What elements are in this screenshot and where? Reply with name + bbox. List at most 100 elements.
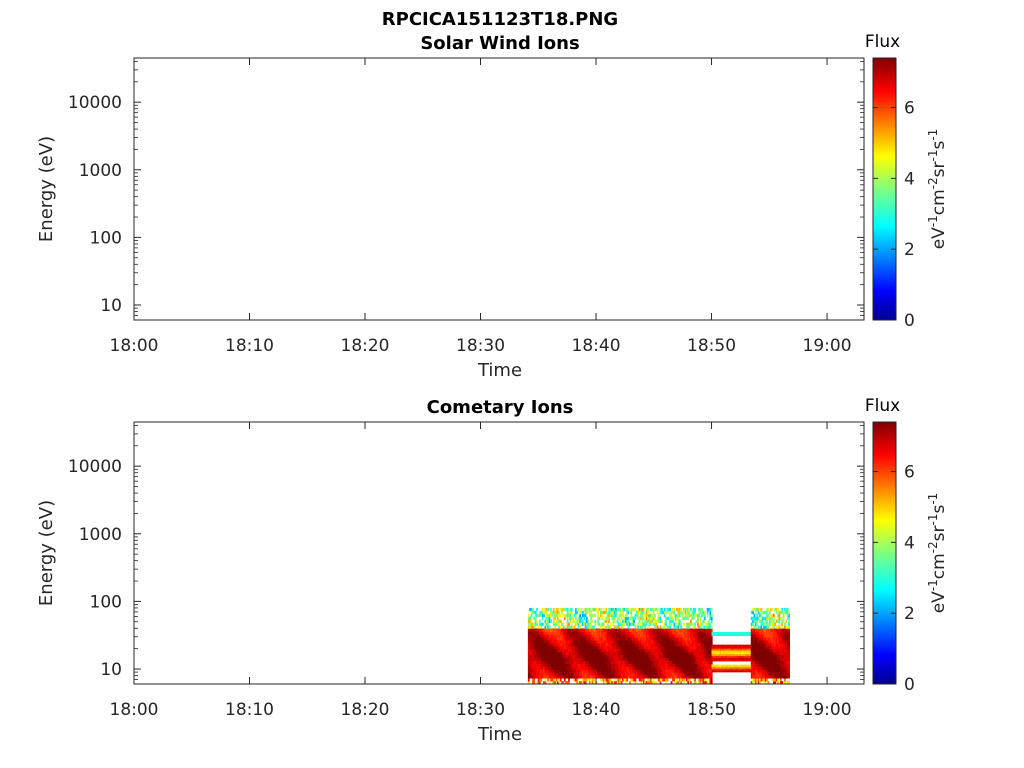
heatmap-cell: [754, 628, 757, 632]
heatmap-cell: [599, 669, 602, 673]
heatmap-cell: [718, 668, 721, 671]
heatmap-cell: [717, 644, 719, 647]
heatmap-cell: [764, 637, 767, 641]
heatmap-cell: [547, 625, 550, 629]
colorbar-title: Flux: [865, 396, 900, 416]
heatmap-cell: [757, 637, 760, 641]
heatmap-cell: [737, 646, 740, 649]
heatmap-cell: [649, 634, 652, 638]
heatmap-cell: [770, 628, 772, 632]
heatmap-cell: [616, 654, 619, 659]
heatmap-cell: [757, 678, 760, 682]
heatmap-cell: [555, 607, 558, 612]
heatmap-cell: [548, 675, 551, 679]
heatmap-cell: [770, 607, 772, 612]
heatmap-cell: [606, 643, 609, 647]
heatmap-cell: [752, 631, 754, 635]
heatmap-cell: [533, 678, 536, 682]
heatmap-cell: [778, 619, 781, 623]
heatmap-cell: [544, 657, 547, 661]
heatmap-cell: [588, 628, 591, 632]
heatmap-cell: [761, 672, 764, 676]
heatmap-cell: [732, 655, 735, 658]
heatmap-cell: [694, 631, 696, 635]
heatmap-cell: [778, 631, 781, 635]
heatmap-cell: [676, 625, 678, 629]
heatmap-cell: [644, 666, 647, 670]
heatmap-cell: [695, 666, 698, 670]
heatmap-cell: [654, 613, 656, 618]
heatmap-cell: [642, 643, 645, 647]
heatmap-cell: [620, 654, 623, 659]
heatmap-cell: [633, 619, 636, 623]
heatmap-cell: [550, 610, 552, 615]
heatmap-cell: [728, 668, 730, 671]
heatmap-cell: [630, 663, 633, 667]
heatmap-cell: [565, 681, 568, 685]
heatmap-cell: [599, 672, 602, 676]
heatmap-cell: [744, 657, 747, 660]
heatmap-cell: [768, 663, 771, 667]
heatmap-cell: [615, 654, 617, 659]
heatmap-cell: [627, 643, 630, 647]
heatmap-cell: [599, 613, 602, 618]
heatmap-cell: [677, 631, 680, 635]
heatmap-cell: [674, 616, 677, 621]
heatmap-cell: [676, 654, 678, 659]
heatmap-cell: [630, 672, 633, 676]
heatmap-cell: [681, 666, 684, 670]
heatmap-cell: [532, 607, 534, 612]
heatmap-cell: [622, 628, 624, 632]
heatmap-cell: [770, 637, 772, 641]
heatmap-cell: [615, 666, 617, 670]
heatmap-cell: [669, 616, 672, 621]
heatmap-cell: [530, 648, 533, 653]
heatmap-cell: [545, 672, 548, 676]
heatmap-cell: [593, 648, 595, 653]
heatmap-cell: [563, 666, 566, 670]
heatmap-cell: [619, 666, 622, 670]
heatmap-cell: [588, 675, 591, 679]
heatmap-cell: [570, 616, 573, 621]
heatmap-cell: [555, 678, 558, 682]
heatmap-cell: [756, 637, 759, 641]
heatmap-cell: [779, 669, 782, 673]
heatmap-cell: [690, 622, 692, 626]
heatmap-cell: [777, 637, 779, 641]
heatmap-cell: [750, 625, 753, 629]
y-axis-label-solar-wind: Energy (eV): [36, 136, 57, 242]
heatmap-cell: [750, 657, 753, 661]
heatmap-cell: [688, 640, 691, 644]
heatmap-cell: [602, 654, 605, 659]
heatmap-cell: [736, 653, 739, 656]
heatmap-cell: [645, 648, 648, 653]
heatmap-cell: [590, 610, 593, 615]
heatmap-cell: [788, 663, 791, 667]
heatmap-cell: [694, 678, 696, 682]
heatmap-cell: [698, 669, 701, 673]
heatmap-cell: [777, 681, 779, 685]
heatmap-cell: [666, 657, 669, 661]
heatmap-cell: [609, 651, 612, 656]
heatmap-cell: [580, 645, 583, 650]
heatmap-cell: [530, 634, 533, 638]
heatmap-cell: [711, 655, 714, 658]
heatmap-cell: [584, 622, 587, 626]
heatmap-cell: [685, 678, 688, 682]
heatmap-cell: [761, 645, 764, 650]
heatmap-cell: [782, 637, 785, 641]
heatmap-cell: [634, 675, 637, 679]
heatmap-cell: [681, 669, 684, 673]
heatmap-cell: [631, 645, 634, 650]
heatmap-cell: [757, 648, 760, 653]
heatmap-cell: [788, 634, 791, 638]
heatmap-cell: [649, 640, 652, 644]
heatmap-cell: [593, 640, 595, 644]
heatmap-cell: [559, 669, 562, 673]
heatmap-cell: [637, 631, 640, 635]
heatmap-cell: [530, 654, 533, 659]
heatmap-cell: [608, 669, 611, 673]
heatmap-cell: [634, 637, 637, 641]
heatmap-cell: [721, 670, 724, 673]
heatmap-cell: [699, 657, 702, 661]
